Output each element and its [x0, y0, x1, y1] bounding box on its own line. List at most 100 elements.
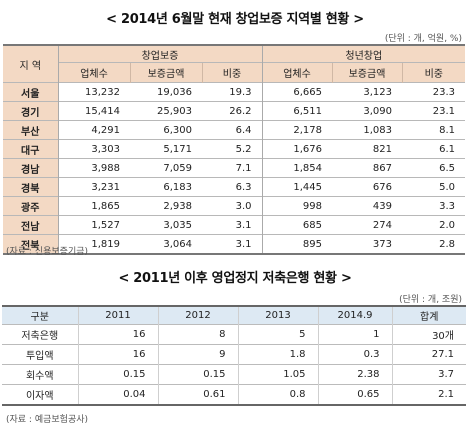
table-cell: 5 — [237, 324, 318, 345]
table-cell: 439 — [332, 196, 403, 216]
table-cell: 5.0 — [402, 177, 466, 197]
table-row: 경기 15,414 25,903 26.2 6,511 3,090 23.1 — [3, 101, 466, 121]
group-header-youth-startup: 청년창업 — [262, 44, 466, 63]
region-name: 경북 — [3, 177, 59, 197]
table-cell: 8.1 — [402, 120, 466, 140]
table-cell: 3.3 — [402, 196, 466, 216]
subheader: 보증금액 — [129, 62, 202, 83]
table1-title: < 2014년 6월말 현재 창업보증 지역별 현황 > — [106, 12, 364, 27]
table-cell: 8 — [157, 324, 238, 345]
region-name: 대구 — [3, 139, 59, 159]
column-header: 2012 — [157, 305, 238, 325]
region-name: 전남 — [3, 215, 59, 235]
region-name: 경남 — [3, 158, 59, 178]
savings-bank-table: 구분 2011 2012 2013 2014.9 합계 저축은행 16 8 5 1 30개 투입액 16… — [2, 305, 466, 406]
table-cell: 6,511 — [262, 101, 333, 121]
table-cell: 7.1 — [202, 158, 263, 178]
table-cell: 3,303 — [58, 139, 130, 159]
table-row: 서울 13,232 19,036 19.3 6,665 3,123 23.3 — [3, 82, 466, 102]
table-cell: 2.1 — [391, 384, 466, 406]
row-label: 회수액 — [2, 364, 78, 385]
table-row: 전남 1,527 3,035 3.1 685 274 2.0 — [3, 215, 466, 235]
region-name: 부산 — [3, 120, 59, 140]
region-name: 전북 — [3, 234, 59, 255]
table-cell: 3.1 — [202, 234, 263, 255]
table-cell: 0.3 — [317, 344, 392, 365]
table-cell: 0.15 — [157, 364, 238, 385]
table-cell: 895 — [262, 234, 333, 255]
table-cell: 6.5 — [402, 158, 466, 178]
table-cell: 3.1 — [202, 215, 263, 235]
table-row: 광주 1,865 2,938 3.0 998 439 3.3 — [3, 196, 466, 216]
table2-source: (자료 : 예금보험공사) — [6, 415, 89, 425]
table2-title: < 2011년 이후 영업정지 저축은행 현황 > — [118, 271, 352, 286]
table-cell: 3,090 — [332, 101, 403, 121]
table-row: 부산 4,291 6,300 6.4 2,178 1,083 8.1 — [3, 120, 466, 140]
table-cell: 16 — [77, 324, 158, 345]
table-cell: 13,232 — [58, 82, 130, 102]
table-cell: 373 — [332, 234, 403, 255]
table-cell: 1,819 — [58, 234, 130, 255]
table-cell: 6.3 — [202, 177, 263, 197]
table-cell: 1.05 — [237, 364, 318, 385]
subheader: 비중 — [401, 62, 466, 83]
table-cell: 1,676 — [262, 139, 333, 159]
table-cell: 676 — [332, 177, 403, 197]
table-cell: 1,865 — [58, 196, 130, 216]
table-row: 경북 3,231 6,183 6.3 1,445 676 5.0 — [3, 177, 466, 197]
subheader: 업체수 — [261, 62, 333, 83]
table-cell: 1,445 — [262, 177, 333, 197]
group-header-startup-guarantee: 창업보증 — [58, 44, 263, 63]
table-cell: 3,123 — [332, 82, 403, 102]
table-cell: 685 — [262, 215, 333, 235]
table-cell: 6,183 — [130, 177, 202, 197]
table-row: 대구 3,303 5,171 5.2 1,676 821 6.1 — [3, 139, 466, 159]
table-cell: 15,414 — [58, 101, 130, 121]
table-cell: 2.0 — [402, 215, 466, 235]
table-cell: 0.8 — [237, 384, 318, 406]
table-cell: 0.15 — [77, 364, 158, 385]
table-cell: 25,903 — [130, 101, 202, 121]
table-cell: 6.1 — [402, 139, 466, 159]
table-cell: 3,231 — [58, 177, 130, 197]
column-header: 합계 — [391, 305, 466, 325]
row-label: 투입액 — [2, 344, 78, 365]
table-cell: 9 — [157, 344, 238, 365]
table-cell: 27.1 — [391, 344, 466, 365]
table-cell: 26.2 — [202, 101, 263, 121]
table-cell: 23.3 — [402, 82, 466, 102]
table1-unit: (단위 : 개, 억원, %) — [384, 34, 462, 44]
table-cell: 1.8 — [237, 344, 318, 365]
column-header: 2011 — [77, 305, 158, 325]
table-cell: 867 — [332, 158, 403, 178]
table-cell: 6,300 — [130, 120, 202, 140]
subheader: 보증금액 — [331, 62, 403, 83]
table2-unit: (단위 : 개, 조원) — [399, 295, 462, 305]
table-cell: 6.4 — [202, 120, 263, 140]
table-row: 이자액 0.04 0.61 0.8 0.65 2.1 — [2, 384, 466, 406]
table-row: 회수액 0.15 0.15 1.05 2.38 3.7 — [2, 364, 466, 385]
subheader: 업체수 — [57, 62, 130, 83]
table-row: 전북 1,819 3,064 3.1 895 373 2.8 — [3, 234, 466, 255]
table-cell: 30개 — [391, 324, 466, 345]
table-cell: 19,036 — [130, 82, 202, 102]
row-label: 저축은행 — [2, 324, 78, 345]
region-name: 서울 — [3, 82, 59, 102]
region-name: 경기 — [3, 101, 59, 121]
table-cell: 2,938 — [130, 196, 202, 216]
table-row: 저축은행 16 8 5 1 30개 — [2, 324, 466, 345]
column-header: 구분 — [2, 305, 78, 325]
table-cell: 23.1 — [402, 101, 466, 121]
table-cell: 7,059 — [130, 158, 202, 178]
table-cell: 274 — [332, 215, 403, 235]
table-row: 경남 3,988 7,059 7.1 1,854 867 6.5 — [3, 158, 466, 178]
table-row: 투입액 16 9 1.8 0.3 27.1 — [2, 344, 466, 365]
table-cell: 1,527 — [58, 215, 130, 235]
regional-guarantee-table: 지 역 창업보증 청년창업 업체수 보증금액 비중 업체수 보증금액 비중 서울… — [3, 44, 466, 255]
table-cell: 6,665 — [262, 82, 333, 102]
table-cell: 0.65 — [317, 384, 392, 406]
table-cell: 2.38 — [317, 364, 392, 385]
table-cell: 0.04 — [77, 384, 158, 406]
region-name: 광주 — [3, 196, 59, 216]
